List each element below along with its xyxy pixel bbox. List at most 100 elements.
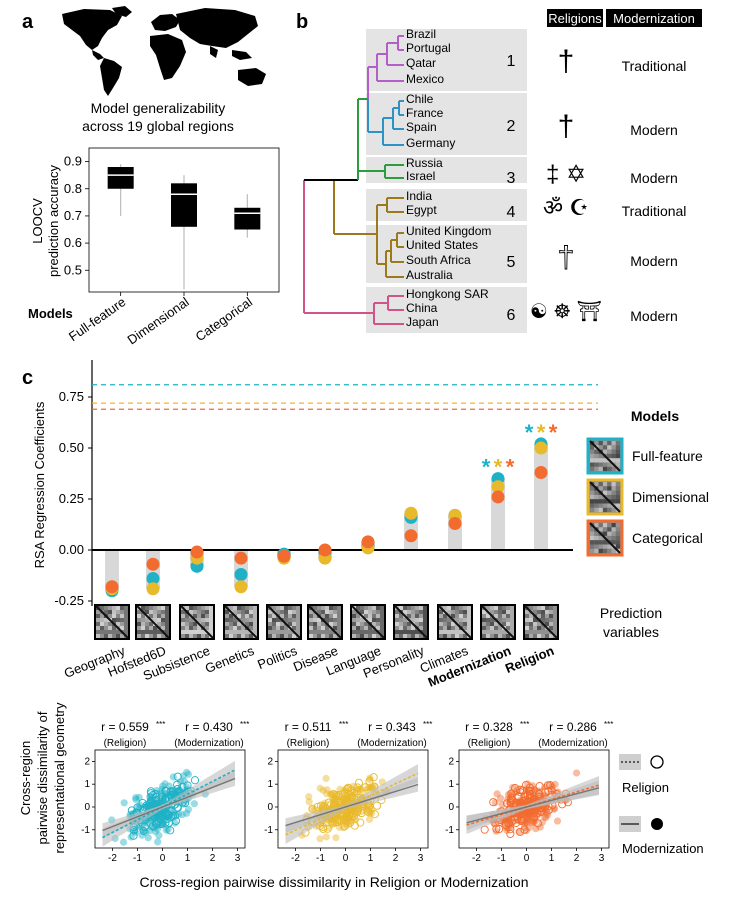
- religion-point: [373, 801, 382, 810]
- sub-religion: (Religion): [104, 738, 147, 749]
- rsa-y-tick-label: 0.00: [59, 542, 84, 557]
- scatter-x-tick-label: 0: [160, 853, 166, 864]
- modernization-point: [120, 799, 128, 807]
- region-label: United Kingdom: [406, 224, 491, 238]
- rsa-chart: RSA Regression Coefficients -0.25 0.00 0.2…: [32, 360, 662, 690]
- scatter-y-tick-label: 0: [267, 802, 273, 813]
- religion-point: [507, 789, 516, 798]
- religion-point: [146, 799, 155, 808]
- religion-point: [178, 782, 187, 791]
- cluster-number: 3: [507, 170, 516, 187]
- modernization-point: [154, 838, 162, 846]
- modernization-point: [357, 786, 366, 794]
- panel-a-caption-1: Model generalizability: [91, 100, 226, 116]
- model-legend-item: Categorical: [586, 519, 703, 557]
- matrix-thumbnail: [94, 604, 130, 640]
- scatter-x-tick-label: 3: [235, 853, 241, 864]
- cross-icon-c1: †: [558, 45, 575, 78]
- region-label: Egypt: [406, 203, 437, 217]
- rsa-point: [534, 441, 548, 455]
- stars-religion: ***: [339, 720, 348, 729]
- rsa-point: [146, 557, 160, 571]
- religion-point: [164, 811, 173, 820]
- scatter-y-tick-label: 2: [84, 756, 90, 767]
- region-label: United States: [406, 238, 478, 252]
- om-crescent-icon: ॐ ☪: [543, 195, 589, 220]
- modernization-fit-line: [102, 777, 236, 832]
- religion-point: [140, 822, 149, 831]
- scatter-y-tick-label: 0: [448, 802, 454, 813]
- rsa-point: [404, 529, 418, 543]
- scatter-legend: Religion Modernization: [619, 754, 704, 856]
- religion-point: [365, 777, 374, 786]
- religion-point: [183, 781, 192, 790]
- modernization-point: [509, 783, 517, 792]
- religion-point: [166, 787, 175, 796]
- scatter-x-tick-label: 0: [524, 853, 530, 864]
- prediction-variable-label: Genetics: [203, 643, 257, 676]
- modernization-point: [319, 786, 327, 794]
- modernization-point: [321, 799, 329, 807]
- modernization-fit-line: [466, 787, 600, 824]
- modernization-point: [164, 825, 172, 834]
- stars-modernization: ***: [240, 720, 249, 729]
- modernization-point: [178, 811, 186, 819]
- religion-point: [129, 831, 138, 840]
- yinyang-dharma-torii-icon: ☯ ☸ ⛩: [530, 301, 602, 323]
- scatter-x-tick-label: 2: [393, 853, 399, 864]
- religion-point: [506, 825, 515, 834]
- r-modernization: r = 0.286: [549, 720, 597, 734]
- matrix-thumbnail: [350, 604, 386, 640]
- religion-point: [157, 819, 166, 829]
- religion-point: [541, 788, 550, 797]
- religion-point: [327, 800, 336, 809]
- religion-point: [139, 826, 148, 835]
- rsa-y-tick-label: 0.50: [59, 440, 84, 455]
- box-xlabel: Models: [28, 306, 73, 321]
- modernization-point: [536, 823, 544, 831]
- significance-star: *: [482, 455, 491, 480]
- region-label: India: [406, 189, 432, 203]
- religion-point: [523, 808, 532, 818]
- region-label: Mexico: [406, 72, 444, 86]
- rsa-point: [491, 480, 505, 494]
- sub-modernization: (Modernization): [538, 738, 607, 749]
- scatter-x-tick-label: 2: [574, 853, 580, 864]
- region-label: Spain: [406, 120, 437, 134]
- modernization-point: [144, 834, 152, 842]
- modernization-point: [542, 813, 550, 822]
- religion-point: [502, 799, 512, 808]
- religion-point: [353, 807, 362, 816]
- rsa-y-ticks: -0.25 0.00 0.25 0.50 0.75: [54, 389, 92, 608]
- significance-star: *: [506, 455, 515, 480]
- region-label: Hongkong SAR: [406, 287, 489, 301]
- religion-point: [533, 819, 542, 828]
- region-label: Chile: [406, 92, 434, 106]
- religion-point: [356, 818, 365, 827]
- box-chart: LOOCV prediction accuracy 0.50.60.70.80.…: [28, 147, 280, 347]
- significance-star: *: [494, 455, 503, 480]
- modernization-point: [365, 815, 374, 824]
- religion-point: [516, 788, 525, 797]
- religion-point: [333, 817, 342, 827]
- modernization-point: [305, 798, 313, 806]
- rsa-y-tick-label: 0.25: [59, 491, 84, 506]
- tree-cluster-2: [368, 100, 404, 146]
- scatter-x-tick-label: 0: [343, 853, 349, 864]
- box-body: [234, 207, 261, 230]
- region-label: Germany: [406, 136, 455, 150]
- modernization-point: [525, 824, 533, 832]
- orthodox-cross-star-icon: ‡ ✡: [546, 161, 586, 188]
- box-category-label: Categorical: [193, 294, 256, 344]
- scatter-y-tick-label: 1: [448, 779, 454, 790]
- box-body: [171, 183, 197, 227]
- modernization-point: [119, 838, 128, 846]
- religion-point: [347, 792, 357, 801]
- box-category-label: Full-feature: [66, 294, 128, 344]
- religion-point: [161, 818, 170, 827]
- rsa-point: [190, 545, 204, 559]
- religion-point: [370, 810, 379, 819]
- modernization-point: [184, 805, 193, 814]
- modernization-header: Modernization: [613, 11, 695, 26]
- rsa-point: [234, 580, 248, 594]
